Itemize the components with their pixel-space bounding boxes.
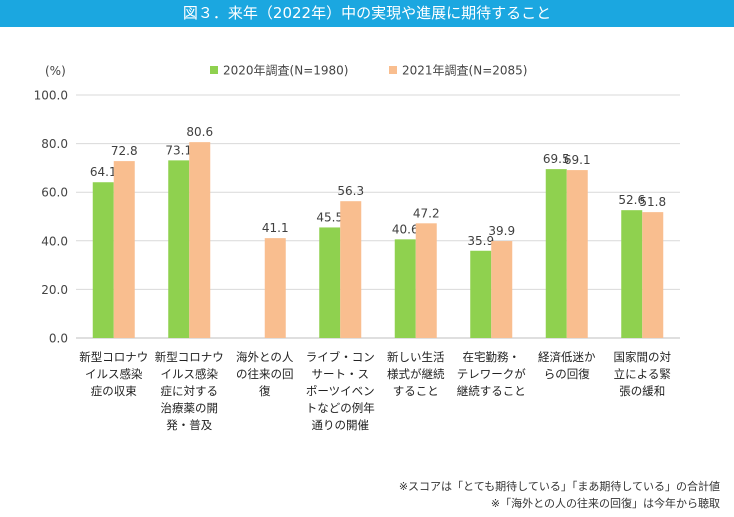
data-label-2020-7: 52.6 xyxy=(618,193,645,207)
category-label-1-line-1: イルス感染 xyxy=(161,367,219,381)
category-label-3-line-3: トなどの例年 xyxy=(306,401,375,415)
category-label-7-line-1: 立による緊 xyxy=(614,367,671,381)
bar-2021-1 xyxy=(189,142,211,338)
bar-chart: 0.0 20.0 40.0 60.0 80.0 100.0 (%) 2020年調査(N=198… xyxy=(34,64,680,432)
bar-2020-5 xyxy=(470,250,492,338)
bar-2020-0 xyxy=(92,182,114,338)
y-unit-label: (%) xyxy=(45,64,66,78)
data-label-2021-2: 41.1 xyxy=(262,221,289,235)
y-tick-label-1: 20.0 xyxy=(41,283,68,297)
category-label-2-line-0: 海外との人 xyxy=(236,350,294,364)
category-label-7-line-2: 張の緩和 xyxy=(619,384,665,398)
data-label-2020-3: 45.5 xyxy=(316,210,343,224)
category-label-4-line-1: 様式が継続 xyxy=(387,367,445,381)
data-label-2021-4: 47.2 xyxy=(413,206,440,220)
category-label-0-line-1: イルス感染 xyxy=(85,367,143,381)
category-label-3-line-4: 通りの開催 xyxy=(312,418,370,432)
y-tick-label-4: 80.0 xyxy=(41,137,68,151)
data-label-2021-5: 39.9 xyxy=(488,224,515,238)
data-label-2020-6: 69.5 xyxy=(543,152,570,166)
bar-2021-0 xyxy=(113,161,135,338)
category-label-6-line-1: らの回復 xyxy=(544,367,590,381)
y-tick-label-0: 0.0 xyxy=(49,332,68,346)
y-tick-label-3: 60.0 xyxy=(41,186,68,200)
data-label-2021-6: 69.1 xyxy=(564,153,591,167)
legend-label-1: 2021年調査(N=2085) xyxy=(402,64,527,78)
data-label-2021-3: 56.3 xyxy=(337,184,364,198)
data-label-2020-0: 64.1 xyxy=(90,165,117,179)
data-label-2021-1: 80.6 xyxy=(186,125,213,139)
bar-2021-2 xyxy=(264,238,286,338)
bar-2020-7 xyxy=(621,210,643,338)
category-label-1-line-3: 治療薬の開 xyxy=(161,401,219,415)
category-label-1-line-2: 症に対する xyxy=(161,384,219,398)
bar-2021-7 xyxy=(642,212,664,338)
data-label-2020-5: 35.9 xyxy=(467,234,494,248)
category-label-3-line-0: ライブ・コン xyxy=(306,350,375,364)
legend-swatch-1 xyxy=(389,66,397,74)
bar-2020-3 xyxy=(319,227,341,338)
legend-label-0: 2020年調査(N=1980) xyxy=(223,64,348,78)
category-label-0-line-0: 新型コロナウ xyxy=(79,350,148,364)
category-label-1-line-4: 発・普及 xyxy=(166,418,212,432)
category-label-1-line-0: 新型コロナウ xyxy=(155,350,224,364)
legend-swatch-0 xyxy=(210,66,218,74)
bar-2021-5 xyxy=(491,241,513,338)
y-tick-label-2: 40.0 xyxy=(41,234,68,248)
bar-2020-1 xyxy=(168,160,190,338)
footnotes: ※スコアは「とても期待している」「まあ期待している」の合計値 ※「海外との人の往… xyxy=(399,478,720,512)
category-label-4-line-0: 新しい生活 xyxy=(387,350,445,364)
category-label-6-line-0: 経済低迷か xyxy=(538,350,596,364)
category-label-3-line-1: サート・ス xyxy=(312,367,370,381)
chart-title: 図３．来年（2022年）中の実現や進展に期待すること xyxy=(0,0,734,27)
category-label-5-line-1: テレワークが xyxy=(457,367,526,381)
bar-2020-4 xyxy=(394,239,416,338)
data-label-2021-7: 51.8 xyxy=(639,195,666,209)
data-label-2020-4: 40.6 xyxy=(392,222,419,236)
footnote-score: ※スコアは「とても期待している」「まあ期待している」の合計値 xyxy=(398,480,720,493)
bar-2021-4 xyxy=(415,223,437,338)
bar-2021-6 xyxy=(566,170,588,338)
category-label-0-line-2: 症の収束 xyxy=(91,384,137,398)
data-label-2021-0: 72.8 xyxy=(111,144,138,158)
category-label-5-line-0: 在宅勤務・ xyxy=(463,350,521,364)
y-tick-label-5: 100.0 xyxy=(34,89,68,103)
category-label-4-line-2: すること xyxy=(393,384,439,398)
data-label-2020-1: 73.1 xyxy=(165,143,192,157)
category-label-5-line-2: 継続すること xyxy=(457,384,526,398)
footnote-new-item: ※「海外との人の往来の回復」は今年から聴取 xyxy=(490,497,720,510)
category-label-7-line-0: 国家間の対 xyxy=(614,350,672,364)
category-label-2-line-2: 復 xyxy=(259,384,271,398)
category-label-3-line-2: ポーツイベン xyxy=(306,384,375,398)
category-label-2-line-1: の往来の回 xyxy=(236,367,294,381)
bar-2021-3 xyxy=(340,201,362,338)
bar-2020-6 xyxy=(545,169,567,338)
